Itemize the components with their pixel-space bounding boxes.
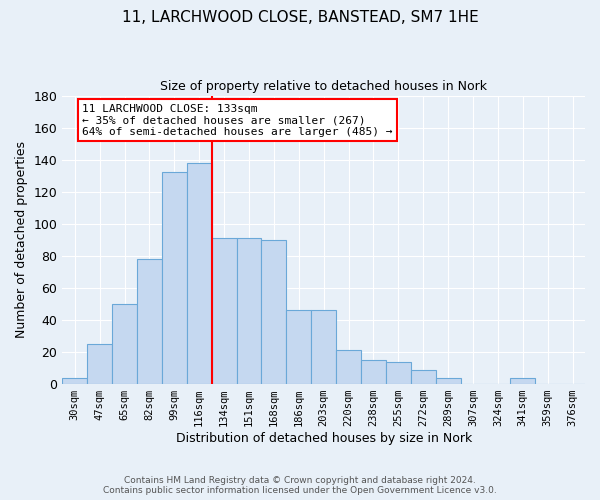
Text: 11, LARCHWOOD CLOSE, BANSTEAD, SM7 1HE: 11, LARCHWOOD CLOSE, BANSTEAD, SM7 1HE xyxy=(122,10,478,25)
Bar xyxy=(212,238,236,384)
Title: Size of property relative to detached houses in Nork: Size of property relative to detached ho… xyxy=(160,80,487,93)
Bar xyxy=(187,163,212,384)
Bar xyxy=(411,370,436,384)
Text: 11 LARCHWOOD CLOSE: 133sqm
← 35% of detached houses are smaller (267)
64% of sem: 11 LARCHWOOD CLOSE: 133sqm ← 35% of deta… xyxy=(82,104,393,137)
Bar xyxy=(236,238,262,384)
Bar xyxy=(62,378,87,384)
Y-axis label: Number of detached properties: Number of detached properties xyxy=(15,142,28,338)
X-axis label: Distribution of detached houses by size in Nork: Distribution of detached houses by size … xyxy=(176,432,472,445)
Bar xyxy=(386,362,411,384)
Bar xyxy=(311,310,336,384)
Bar xyxy=(361,360,386,384)
Text: Contains HM Land Registry data © Crown copyright and database right 2024.
Contai: Contains HM Land Registry data © Crown c… xyxy=(103,476,497,495)
Bar xyxy=(137,259,162,384)
Bar xyxy=(112,304,137,384)
Bar xyxy=(286,310,311,384)
Bar xyxy=(511,378,535,384)
Bar xyxy=(87,344,112,384)
Bar xyxy=(336,350,361,384)
Bar xyxy=(436,378,461,384)
Bar xyxy=(262,240,286,384)
Bar xyxy=(162,172,187,384)
